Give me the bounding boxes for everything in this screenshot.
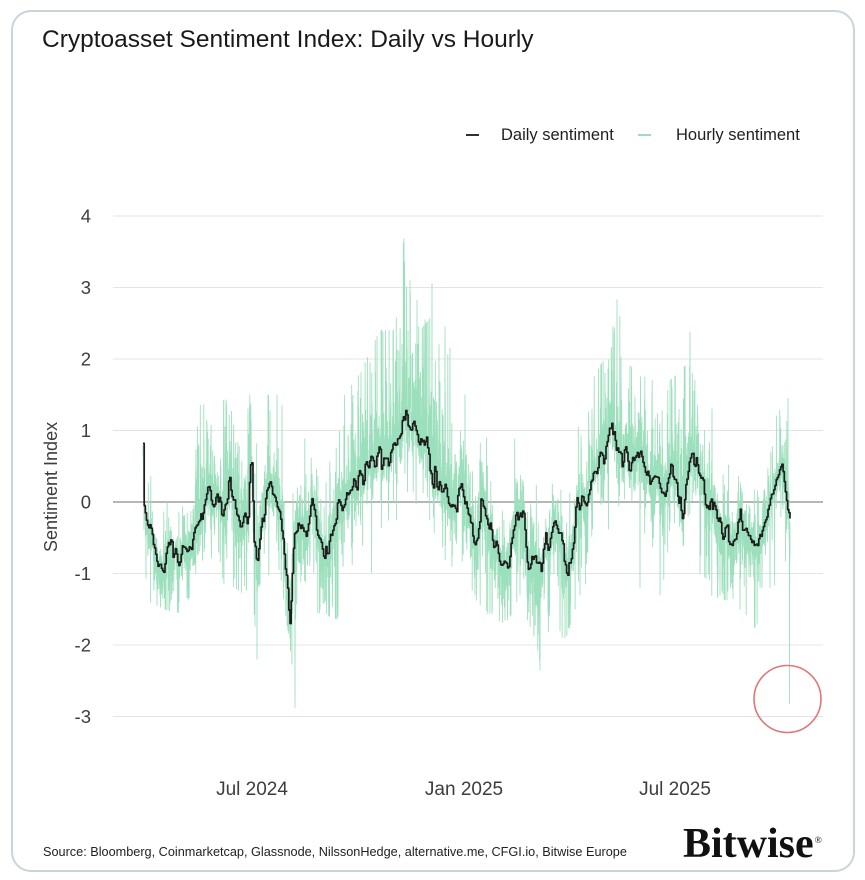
- svg-text:Sentiment Index: Sentiment Index: [41, 422, 61, 552]
- svg-text:Jan 2025: Jan 2025: [425, 779, 503, 800]
- svg-text:0: 0: [81, 492, 91, 513]
- svg-text:1: 1: [81, 420, 91, 441]
- svg-text:-3: -3: [75, 706, 91, 727]
- svg-text:Jul 2025: Jul 2025: [639, 779, 711, 800]
- svg-text:2: 2: [81, 349, 91, 370]
- svg-text:4: 4: [81, 206, 91, 227]
- svg-text:Jul 2024: Jul 2024: [216, 779, 288, 800]
- svg-text:3: 3: [81, 277, 91, 298]
- svg-text:-1: -1: [75, 563, 91, 584]
- svg-text:-2: -2: [75, 635, 91, 656]
